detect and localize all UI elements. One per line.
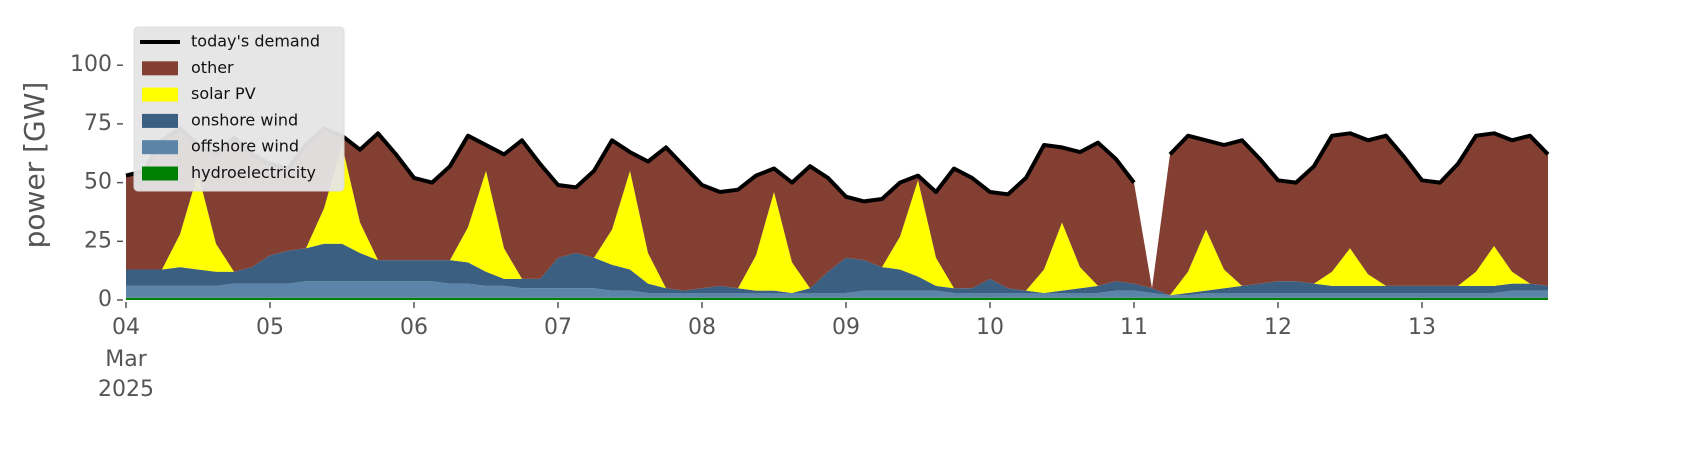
x-tick-label: 08 (688, 315, 716, 340)
area (126, 297, 1548, 300)
x-tick-label: 06 (400, 315, 428, 340)
x-tick-label: 07 (544, 315, 572, 340)
y-tick-label: 25 (84, 228, 112, 253)
x-tick-label: 10 (976, 315, 1004, 340)
legend-swatch (142, 166, 178, 181)
legend-label: other (191, 58, 234, 77)
y-axis-label: power [GW] (18, 82, 51, 249)
y-tick-label: 50 (84, 170, 112, 195)
legend-label: offshore wind (191, 137, 299, 156)
legend-swatch (142, 113, 178, 128)
legend-label: today's demand (191, 32, 320, 51)
area (126, 281, 1548, 298)
y-tick-label: 0 (98, 287, 112, 312)
y-tick-label: 100 (70, 52, 112, 77)
x-tick-label: 09 (832, 315, 860, 340)
legend-label: onshore wind (191, 110, 298, 129)
legend-swatch (142, 140, 178, 155)
legend-swatch (142, 61, 178, 76)
y-tick-label: 75 (84, 111, 112, 136)
area (126, 145, 1548, 296)
legend: today's demand other solar PV onshore wind o… (133, 26, 345, 192)
x-tick-label: 13 (1408, 315, 1436, 340)
legend-box (133, 26, 345, 192)
x-tick-label: 04 (112, 315, 140, 340)
area (126, 243, 1548, 296)
x-tick-label: 05 (256, 315, 284, 340)
legend-label: solar PV (191, 84, 256, 103)
x-tick-label: 11 (1120, 315, 1148, 340)
legend-label: hydroelectricity (191, 163, 316, 182)
x-tick-sublabel: 2025 (98, 377, 154, 402)
x-tick-sublabel: Mar (105, 347, 147, 372)
area (126, 128, 1548, 296)
legend-swatch (142, 87, 178, 102)
x-tick-label: 12 (1264, 315, 1292, 340)
